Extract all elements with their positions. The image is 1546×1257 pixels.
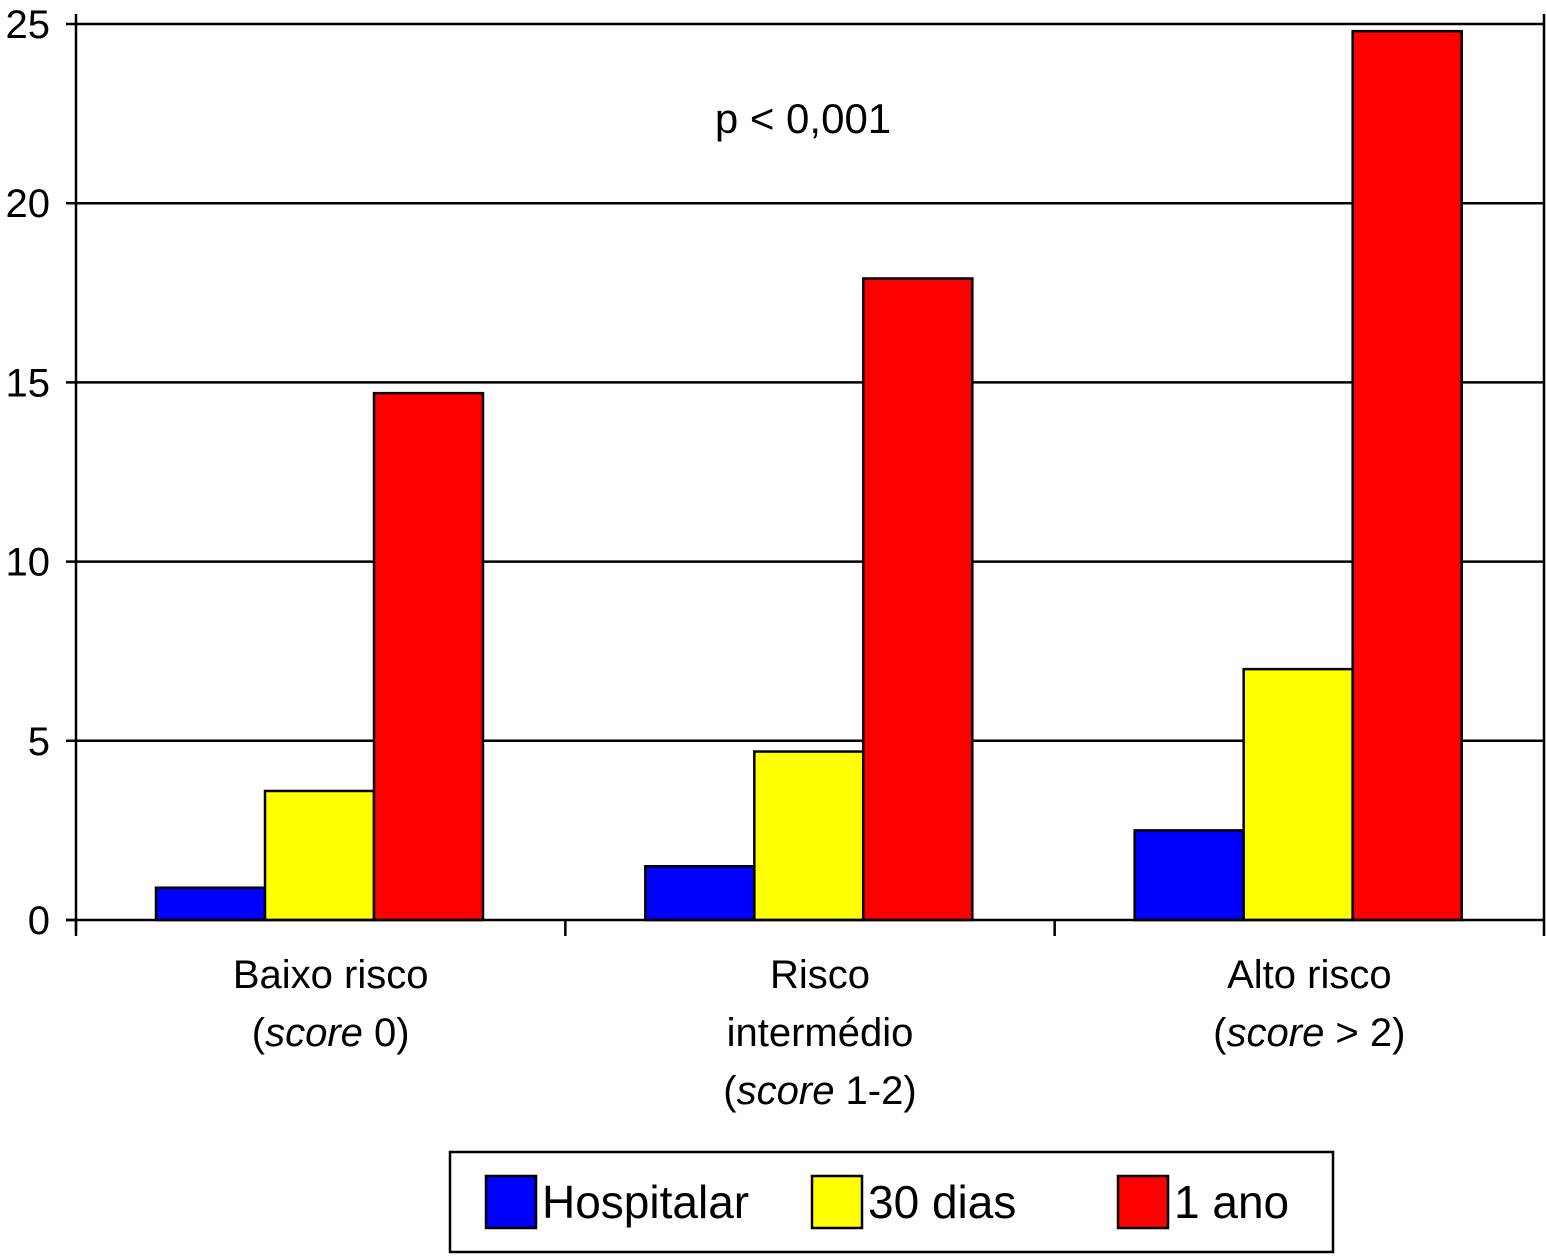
y-tick-labels: 0 5 10 15 20 25 bbox=[6, 3, 51, 943]
legend-label-0: Hospitalar bbox=[542, 1176, 749, 1228]
bar-hospitalar-0 bbox=[154, 886, 267, 922]
legend-label-1: 30 dias bbox=[868, 1176, 1016, 1228]
category-label-1-part: Risco bbox=[770, 953, 870, 997]
bar-1-ano-1 bbox=[862, 277, 974, 922]
bar-30-dias-0 bbox=[263, 789, 376, 922]
bar-hospitalar-1 bbox=[644, 864, 756, 922]
bars bbox=[154, 29, 1463, 922]
category-label-1: Risco intermédio (score 1-2) bbox=[723, 953, 916, 1113]
category-label-1-part: intermédio bbox=[727, 1011, 914, 1055]
legend-swatch-1 bbox=[810, 1174, 864, 1230]
category-label-2-part: Alto risco bbox=[1227, 953, 1392, 997]
y-tick-label-3: 15 bbox=[6, 361, 51, 405]
bar-hospitalar-2 bbox=[1133, 829, 1245, 922]
legend-box bbox=[448, 1150, 1335, 1254]
p-value-annotation: p < 0,001 bbox=[715, 95, 891, 142]
category-label-0: Baixo risco (score 0) bbox=[233, 953, 429, 1055]
bar-1-ano-2 bbox=[1351, 29, 1463, 922]
legend: Hospitalar 30 dias 1 ano bbox=[448, 1150, 1335, 1254]
category-label-0-part: 0) bbox=[363, 1011, 410, 1055]
bar-30-dias-2 bbox=[1242, 667, 1354, 922]
legend-swatch-0 bbox=[484, 1174, 538, 1230]
y-tick-label-4: 20 bbox=[6, 182, 51, 226]
axes bbox=[66, 14, 1546, 936]
category-label-0-part: score bbox=[265, 1011, 363, 1055]
category-label-0-part: ( bbox=[252, 1011, 266, 1055]
legend-swatch-2 bbox=[1116, 1174, 1170, 1230]
y-tick-label-0: 0 bbox=[28, 899, 50, 943]
category-label-2-part: ( bbox=[1213, 1011, 1227, 1055]
y-tick-label-5: 25 bbox=[6, 3, 51, 47]
category-label-2: Alto risco (score > 2) bbox=[1213, 953, 1405, 1055]
category-labels: Baixo risco (score 0)Risco intermédio (scor… bbox=[233, 953, 1406, 1113]
legend-label-2: 1 ano bbox=[1174, 1176, 1289, 1228]
category-label-0-part: Baixo risco bbox=[233, 953, 429, 997]
category-label-2-part: score bbox=[1227, 1011, 1325, 1055]
bar-1-ano-0 bbox=[372, 391, 485, 922]
bar-30-dias-1 bbox=[753, 750, 865, 922]
category-label-2-part: > 2) bbox=[1324, 1011, 1405, 1055]
y-tick-label-2: 10 bbox=[6, 541, 51, 585]
category-label-1-part: ( bbox=[723, 1069, 737, 1113]
category-label-1-part: 1-2) bbox=[834, 1069, 916, 1113]
category-label-1-part: score bbox=[737, 1069, 835, 1113]
y-tick-label-1: 5 bbox=[28, 720, 50, 764]
